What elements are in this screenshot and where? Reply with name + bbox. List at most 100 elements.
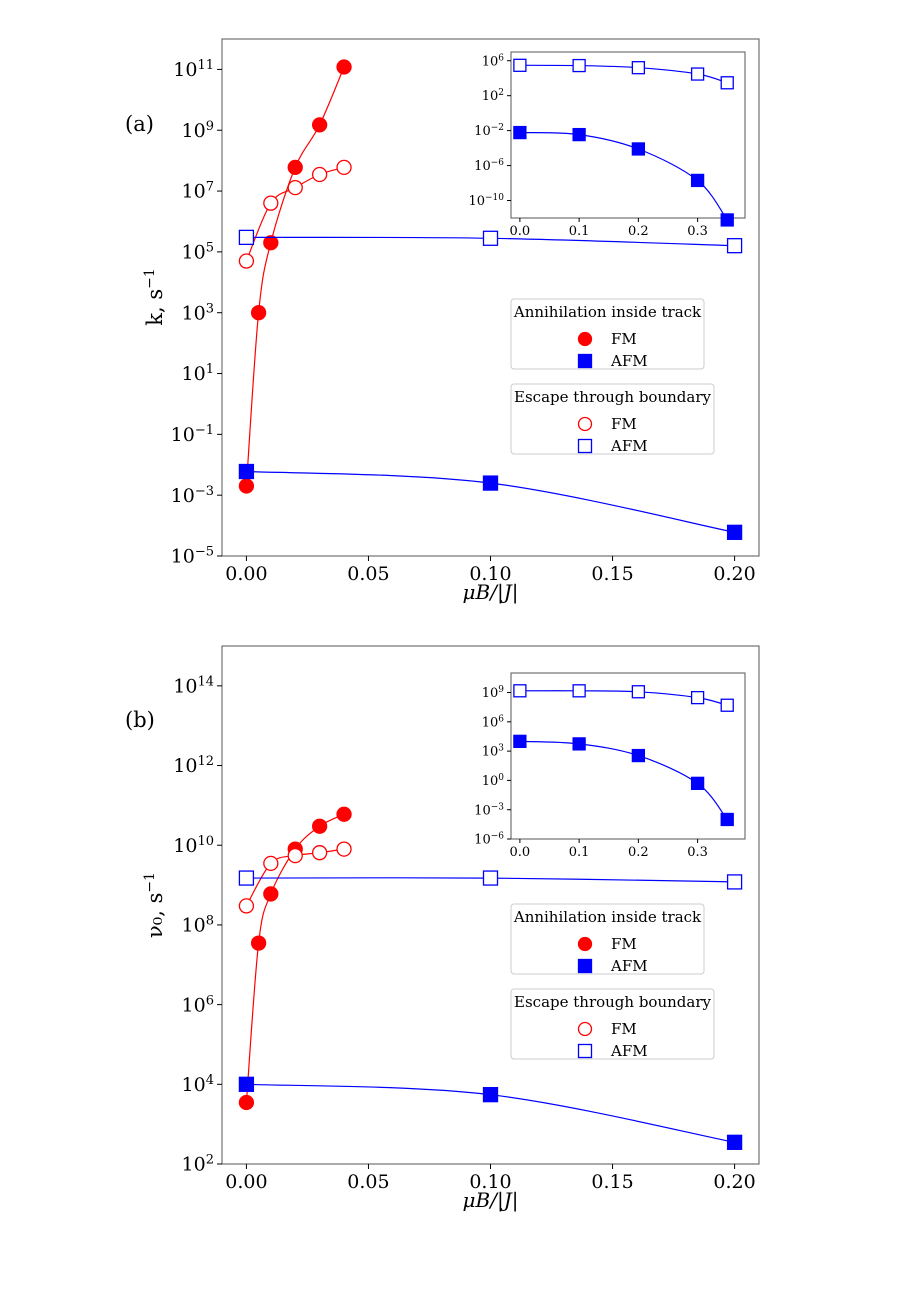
filled-circle-point	[263, 235, 279, 251]
x-tick-label: 0.1	[569, 224, 590, 239]
open-circle-point	[311, 845, 328, 861]
filled-square-point	[513, 125, 527, 140]
filled-square-point	[482, 475, 499, 491]
filled-square-point	[572, 127, 586, 142]
x-tick-label: 0.00	[225, 1171, 267, 1193]
filled-square-point	[720, 812, 734, 827]
x-tick-label: 0.00	[225, 563, 267, 585]
y-tick-label: 1011	[173, 58, 214, 82]
x-tick-label: 0.05	[347, 563, 389, 585]
x-tick-label: 0.15	[591, 563, 633, 585]
open-circle-point	[238, 898, 255, 914]
y-axis-label: ν₀, s−1	[142, 872, 167, 938]
open-circle-point	[263, 195, 279, 211]
legend-title: Escape through boundary	[514, 388, 711, 406]
x-tick-label: 0.3	[687, 224, 708, 239]
filled-square-point	[482, 1087, 499, 1103]
open-circle-point	[263, 855, 279, 872]
open-square-point	[720, 76, 734, 90]
legend-box	[510, 903, 705, 975]
legend-label: AFM	[610, 957, 648, 975]
y-tick-label: 106	[482, 53, 505, 69]
open-square-point	[238, 870, 255, 886]
filled-square-point	[631, 748, 646, 763]
x-axis-label: μB/|J|	[463, 1188, 519, 1213]
legend-marker	[577, 936, 593, 952]
legend-label: FM	[611, 1020, 637, 1038]
inset-frame	[510, 672, 746, 840]
x-tick-label: 0.15	[591, 1171, 633, 1193]
open-circle-point	[336, 159, 352, 176]
filled-square-point	[513, 734, 527, 749]
legend-label: FM	[611, 415, 637, 433]
legend-label: FM	[611, 935, 637, 953]
filled-square-point	[726, 524, 743, 540]
legend-marker	[577, 1021, 593, 1037]
x-tick-label: 0.20	[713, 563, 755, 585]
x-axis-label: μB/|J|	[463, 580, 519, 605]
filled-circle-point	[336, 59, 352, 75]
filled-square-point	[572, 737, 586, 751]
x-tick-label: 0.10	[469, 1171, 511, 1193]
open-square-point	[726, 238, 743, 254]
y-tick-label: 109	[182, 118, 214, 142]
x-tick-label: 0.0	[510, 224, 531, 239]
x-tick-label: 0.10	[469, 563, 511, 585]
filled-circle-point	[336, 806, 352, 822]
y-tick-label: 102	[182, 1152, 214, 1176]
filled-circle-point	[287, 159, 303, 176]
y-tick-label: 10−6	[474, 158, 504, 174]
y-tick-label: 108	[182, 913, 214, 937]
x-tick-label: 0.0	[510, 845, 531, 860]
y-tick-label: 1012	[173, 754, 214, 778]
filled-circle-point	[311, 818, 328, 834]
legend-marker	[577, 416, 593, 432]
filled-circle-point	[263, 886, 279, 902]
legend-box	[510, 988, 715, 1060]
filled-square-point	[726, 1134, 743, 1150]
open-square-point	[572, 58, 586, 73]
legend-label: AFM	[610, 352, 648, 370]
filled-circle-point	[250, 305, 267, 321]
open-square-point	[690, 690, 705, 705]
y-tick-label: 10−6	[474, 832, 504, 848]
y-tick-label: 10−10	[468, 193, 504, 209]
legend-marker	[577, 438, 593, 454]
y-tick-label: 107	[182, 179, 214, 203]
open-square-point	[572, 684, 586, 698]
filled-circle-point	[311, 117, 328, 133]
x-tick-label: 0.20	[713, 1171, 755, 1193]
y-axis-label: k, s−1	[142, 268, 167, 326]
filled-circle-point	[250, 935, 267, 951]
open-square-point	[513, 58, 527, 72]
y-tick-label: 109	[482, 685, 505, 701]
y-tick-label: 104	[182, 1072, 214, 1096]
y-tick-label: 1010	[173, 833, 214, 857]
filled-square-point	[238, 1076, 255, 1092]
x-tick-label: 0.1	[569, 845, 590, 860]
inset: 0.0 0.1 0.2 0.3 10−10 10−6 10−2 102 106	[468, 51, 746, 239]
filled-square-point	[238, 463, 255, 480]
legend-title: Escape through boundary	[514, 993, 711, 1011]
filled-circle-point	[238, 1094, 255, 1111]
y-tick-label: 10−3	[474, 802, 504, 818]
legend-label: AFM	[610, 437, 648, 455]
legend-marker	[577, 331, 593, 347]
inset: 0.0 0.1 0.2 0.3 10−6 10−3 100 103 106 109	[474, 672, 746, 860]
open-square-point	[720, 698, 734, 712]
filled-square-point	[720, 213, 734, 227]
y-tick-label: 102	[482, 88, 504, 104]
y-tick-label: 103	[182, 301, 214, 325]
filled-square-point	[690, 776, 705, 791]
y-tick-label: 103	[482, 744, 505, 760]
filled-square-point	[631, 142, 646, 156]
open-circle-point	[287, 847, 303, 864]
legend-box	[510, 383, 715, 455]
panel-a: 0.00 0.05 0.10 0.15 0.20 10−5 10−3 10−1 101 103 10…	[125, 38, 760, 605]
panel-label: (b)	[125, 708, 155, 732]
inset-frame	[510, 51, 746, 219]
legend-label: AFM	[610, 1042, 648, 1060]
panel-label: (a)	[125, 112, 154, 136]
open-square-point	[690, 67, 705, 81]
